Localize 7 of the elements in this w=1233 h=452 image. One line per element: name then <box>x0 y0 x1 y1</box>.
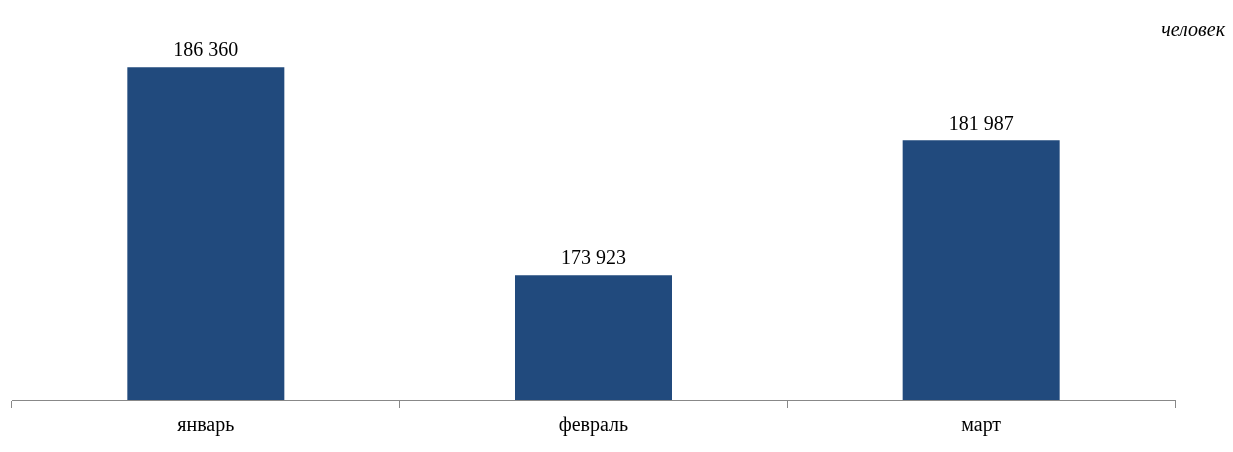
x-tick-label: февраль <box>558 413 629 437</box>
x-tick-label: январь <box>177 413 235 437</box>
data-label: 181 987 <box>948 111 1014 134</box>
text: человек <box>1161 18 1225 41</box>
data-label: 173 923 <box>561 246 626 269</box>
data-label: 186 360 <box>173 38 239 61</box>
x-tick-label: март <box>961 413 1002 437</box>
